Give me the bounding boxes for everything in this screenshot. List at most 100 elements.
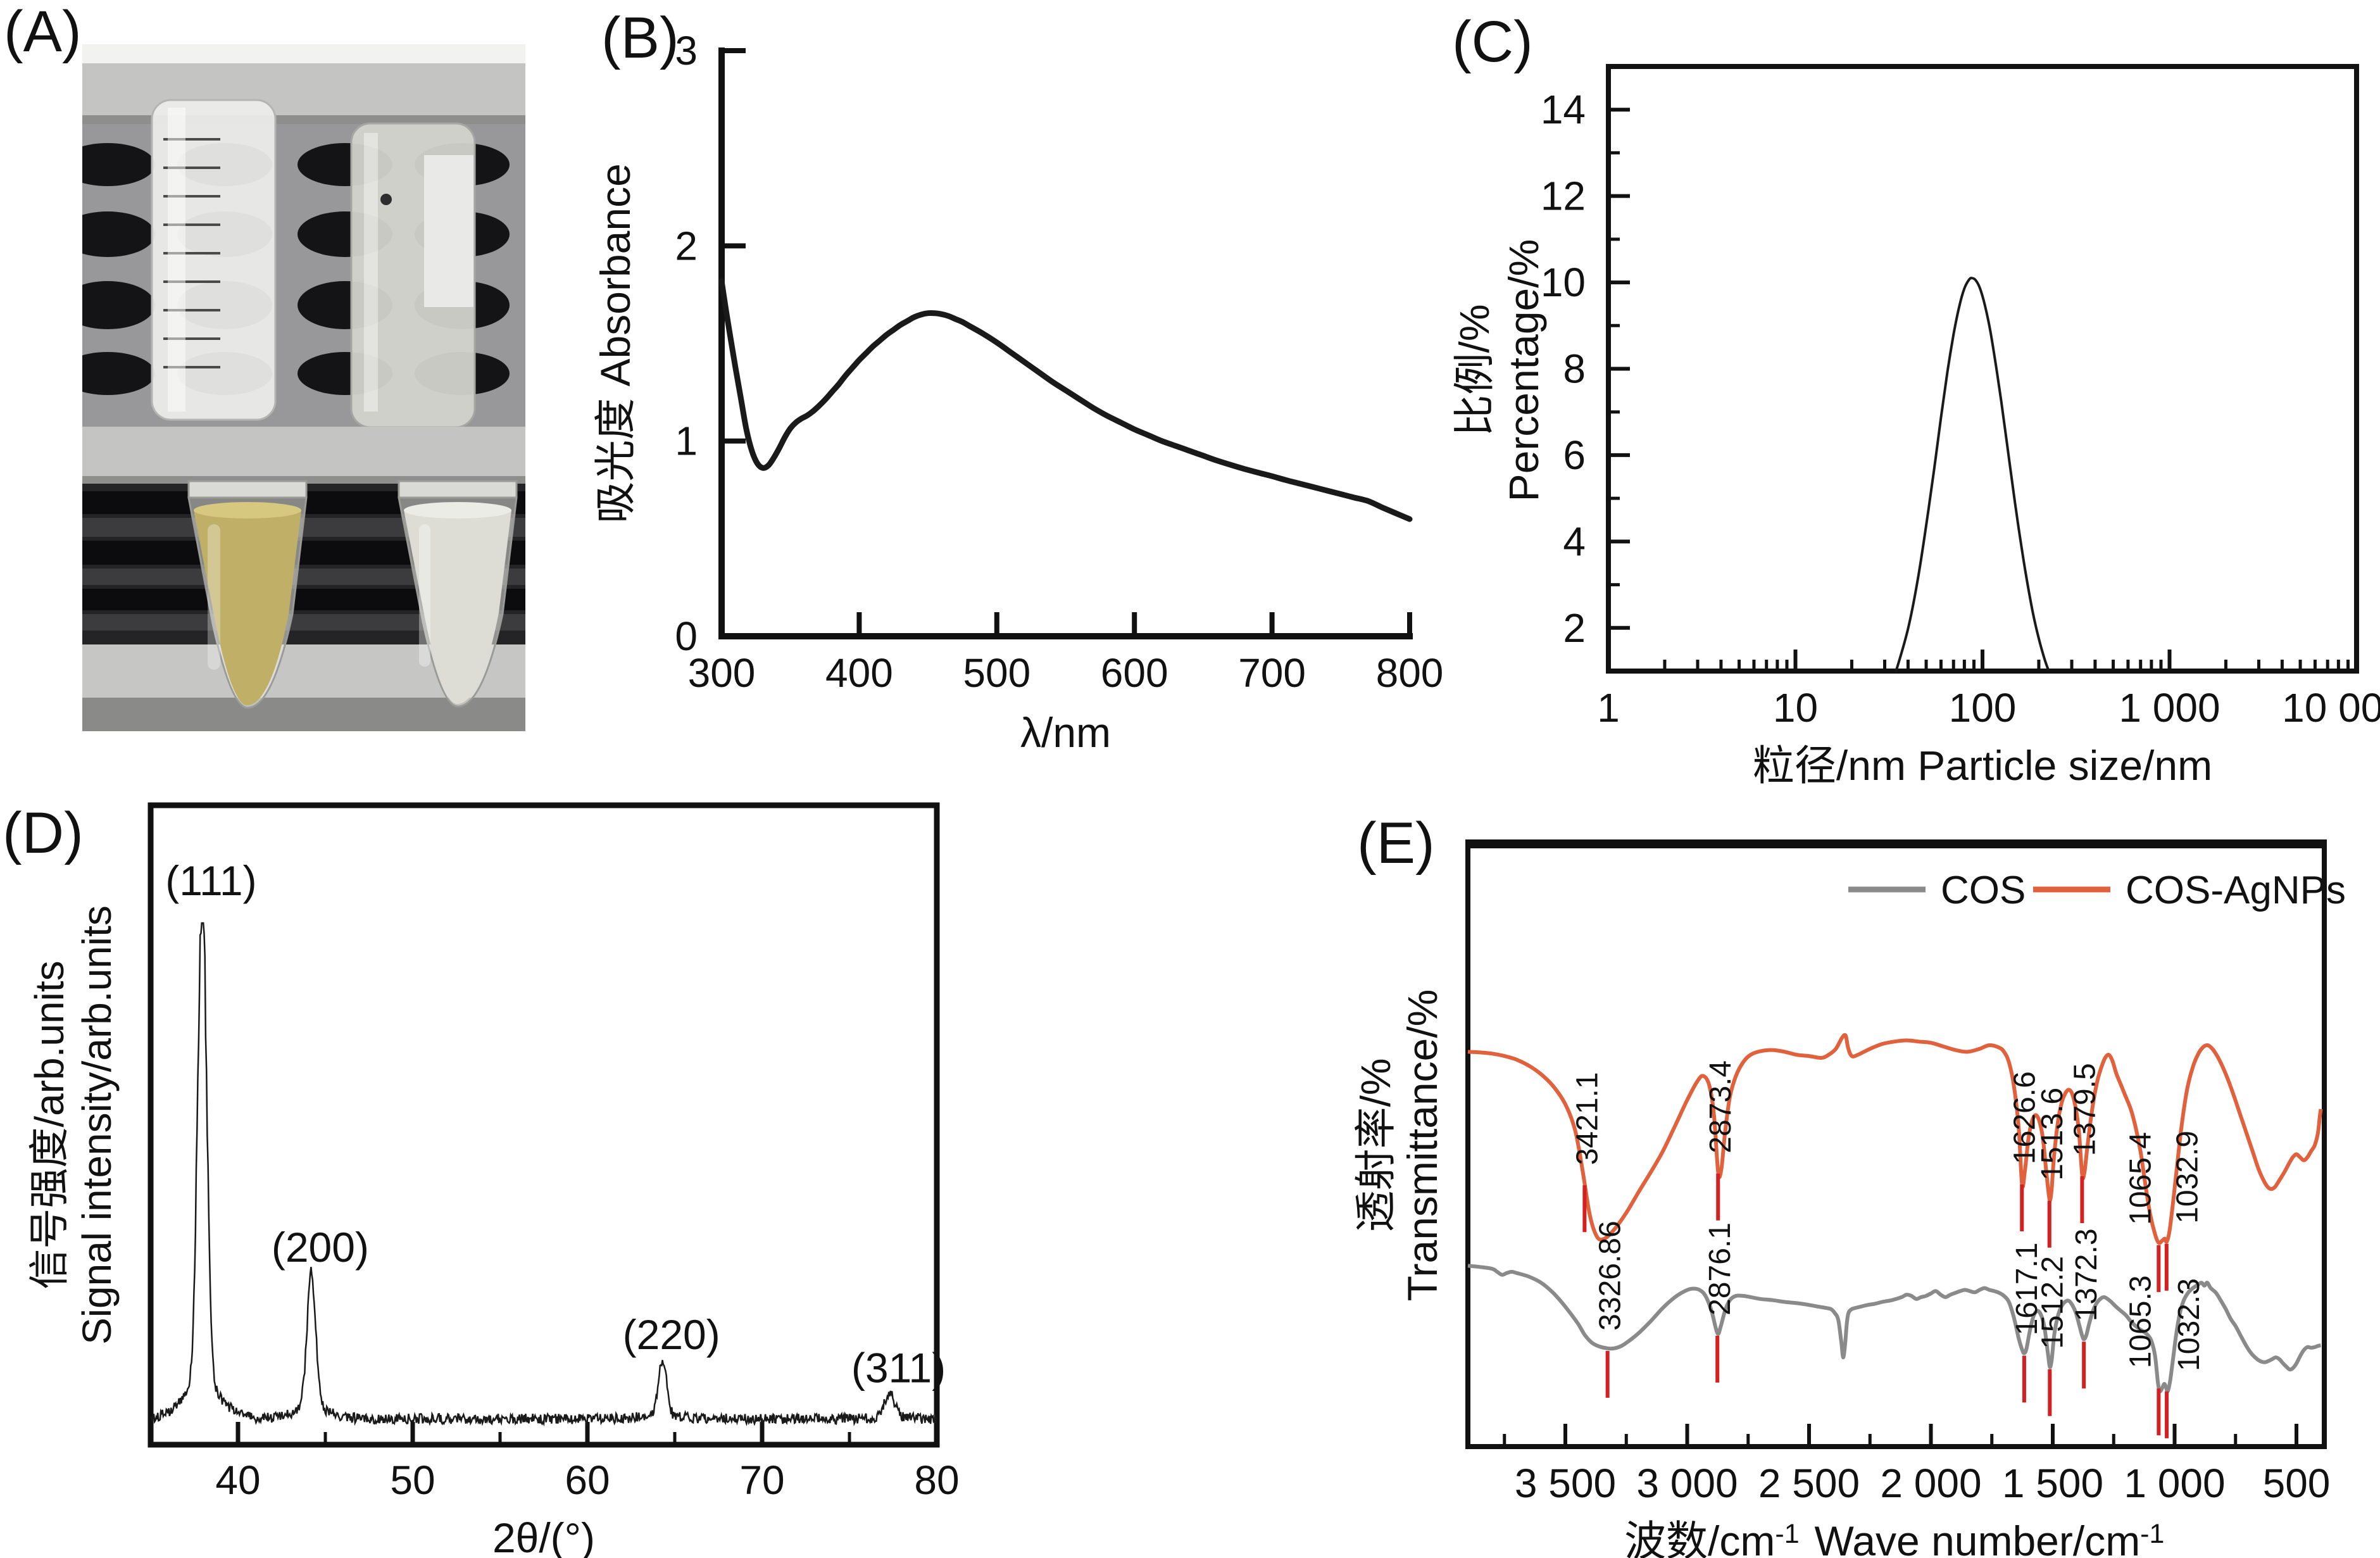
y-axis-title: 吸光度 Absorbance xyxy=(592,163,639,524)
legend-label-cos: COS xyxy=(1941,869,2026,912)
panel-d-label: (D) xyxy=(3,801,84,865)
y-tick-label: 10 xyxy=(1541,260,1586,305)
y-axis-title-en: Transmittance/% xyxy=(1399,989,1446,1302)
panel-b-label: (B) xyxy=(601,6,679,70)
x-tick-label: 70 xyxy=(739,1457,784,1503)
cone-right-liquid xyxy=(404,510,511,705)
ftir-annotation-label: 1065.3 xyxy=(2124,1275,2158,1368)
tube-highlight xyxy=(364,133,378,411)
x-axis-title: 2θ/(°) xyxy=(492,1514,595,1558)
y-tick-label: 14 xyxy=(1541,87,1586,132)
x-tick-label: 3 000 xyxy=(1636,1461,1738,1506)
ftir-annotation-label: 1626.6 xyxy=(2008,1071,2041,1164)
x-tick-label: 400 xyxy=(825,650,893,696)
x-tick-label: 100 xyxy=(1949,685,2017,731)
conical-tube-right xyxy=(398,480,518,708)
ftir-annotation-label: 2873.4 xyxy=(1704,1060,1738,1153)
standing-tube-left xyxy=(151,99,277,421)
uvvis-curve xyxy=(718,278,1413,522)
y-tick-label: 4 xyxy=(1563,518,1586,564)
rack-mid-bar xyxy=(82,427,525,481)
legend-label-cos-agnps: COS-AgNPs xyxy=(2126,869,2346,912)
slot-hole xyxy=(82,352,155,395)
ftir-annotation-label: 1032.3 xyxy=(2172,1278,2206,1371)
ftir-annotation-label: 1513.6 xyxy=(2036,1088,2069,1181)
ftir-annotation-label: 2876.1 xyxy=(1703,1222,1737,1316)
x-tick-label: 10 xyxy=(1773,685,1818,731)
tube-highlight xyxy=(168,108,185,411)
y-axis-title-cn: 信号强度/arb.units xyxy=(27,960,72,1289)
y-axis-title-cn: 透射率/% xyxy=(1352,1058,1399,1232)
y-tick-label: 12 xyxy=(1541,173,1586,219)
ftir-annotation-label: 3326.86 xyxy=(1594,1221,1627,1331)
x-tick-label: 60 xyxy=(565,1457,610,1503)
x-tick-label: 500 xyxy=(963,650,1030,696)
x-tick-label: 2 500 xyxy=(1758,1461,1860,1506)
xrd-peak-label: (200) xyxy=(272,1224,369,1271)
y-tick-label: 0 xyxy=(675,613,698,659)
xrd-peak-label: (311) xyxy=(851,1345,946,1392)
xrd-chart: 40 50 60 70 80 2θ/(°) 信号强度/arb.units Signal int… xyxy=(27,802,960,1558)
slot-hole xyxy=(82,211,155,257)
x-tick-label: 2 000 xyxy=(1880,1461,1981,1506)
y-tick-label: 6 xyxy=(1563,432,1586,478)
x-tick-label: 700 xyxy=(1238,650,1306,696)
background-rods xyxy=(82,491,525,631)
ftir-annotation-label: 1372.3 xyxy=(2070,1228,2103,1321)
x-tick-label: 40 xyxy=(215,1457,260,1503)
y-axis-title-en: Percentage/% xyxy=(1500,239,1547,502)
x-tick-label: 600 xyxy=(1101,650,1168,696)
y-axis-title-en: Signal intensity/arb.units xyxy=(74,905,120,1345)
size-distribution-chart: 2 4 6 8 10 12 14 1 10 100 1 000 10 000 粒径/nm Particl… xyxy=(1451,64,2380,789)
x-tick-label: 300 xyxy=(688,650,756,696)
y-axis-title-cn: 比例/% xyxy=(1451,304,1498,436)
x-tick-label: 1 500 xyxy=(2002,1461,2103,1506)
slot-hole xyxy=(82,281,155,329)
conical-tube-left xyxy=(187,480,308,709)
x-tick-label: 1 000 xyxy=(2124,1461,2225,1506)
cone-highlight xyxy=(208,524,220,670)
xrd-peak-label: (220) xyxy=(623,1311,720,1358)
x-tick-label: 500 xyxy=(2263,1461,2331,1506)
y-tick-label: 8 xyxy=(1563,346,1586,392)
cone-highlight xyxy=(419,524,430,667)
sample-photo xyxy=(82,44,525,731)
xrd-peak-label: (111) xyxy=(165,857,256,904)
tube-label-sticker xyxy=(424,155,473,307)
x-axis-title: λ/nm xyxy=(1020,709,1111,756)
ftir-curve-COS xyxy=(1467,1264,2321,1393)
x-axis-title: 粒径/nm Particle size/nm xyxy=(1753,742,2212,789)
size-distribution-curve xyxy=(1894,277,2050,673)
ftir-annotation-label: 1379.5 xyxy=(2068,1063,2101,1156)
slot-hole xyxy=(82,143,155,186)
ftir-annotation-label: 1617.1 xyxy=(2010,1243,2044,1336)
panel-e-label: (E) xyxy=(1357,811,1435,876)
plot-frame xyxy=(1606,64,2359,674)
x-axis-title: 波数/cm-1 Wave number/cm-1 xyxy=(1624,1517,2168,1558)
panel-a-label: (A) xyxy=(4,0,82,64)
y-tick-label: 1 xyxy=(675,418,698,464)
ftir-curve-COS-AgNPs xyxy=(1467,1033,2323,1245)
x-tick-label: 3 500 xyxy=(1515,1461,1616,1506)
x-tick-label: 10 000 xyxy=(2282,685,2380,731)
cone-right-meniscus xyxy=(404,502,511,518)
tube-speck xyxy=(380,194,392,205)
ftir-annotation-label: 1512.2 xyxy=(2036,1256,2069,1349)
xrd-curve xyxy=(150,922,937,1427)
ftir-annotation-label: 1065.4 xyxy=(2124,1132,2158,1225)
x-tick-label: 1 xyxy=(1597,685,1620,731)
x-tick-label: 80 xyxy=(914,1457,959,1503)
y-tick-label: 2 xyxy=(675,223,698,268)
cone-left-meniscus xyxy=(194,502,301,518)
cone-cap xyxy=(398,480,518,499)
y-tick-label: 2 xyxy=(1563,605,1586,651)
x-tick-label: 1 000 xyxy=(2119,685,2220,731)
ftir-annotation-label: 3421.1 xyxy=(1570,1072,1604,1165)
plot-frame xyxy=(147,802,940,1448)
ftir-chart: 3 500 3 000 2 500 2 000 1 500 1 000 500 波数/cm-1… xyxy=(1352,839,2346,1558)
cone-left-liquid xyxy=(194,510,301,706)
uvvis-chart: 0 1 2 3 300 400 500 600 700 800 λ/nm 吸光度 Absorbance xyxy=(592,28,1443,756)
panel-c-label: (C) xyxy=(1452,9,1533,74)
